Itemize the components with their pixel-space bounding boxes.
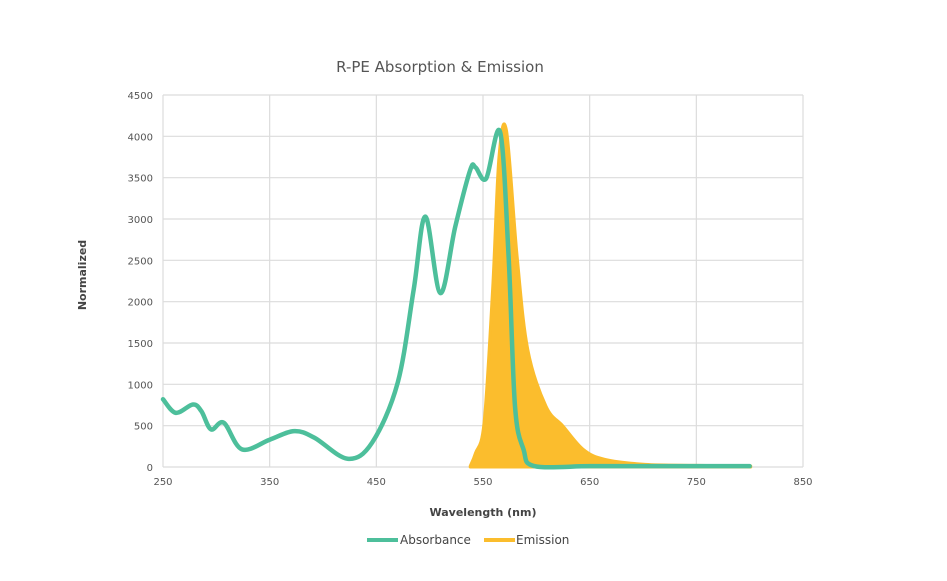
legend-label-absorbance: Absorbance [400, 533, 471, 547]
y-tick-label: 0 [147, 463, 153, 474]
y-axis-label: Normalized [76, 240, 89, 310]
x-tick-label: 350 [260, 477, 279, 488]
y-tick-label: 4000 [128, 132, 153, 143]
series-absorbance-line [160, 127, 752, 470]
x-tick-label: 850 [793, 477, 812, 488]
grid [162, 94, 804, 468]
y-tick-label: 3000 [128, 215, 153, 226]
y-tick-label: 1000 [128, 380, 153, 391]
x-tick-label: 650 [580, 477, 599, 488]
legend-label-emission: Emission [516, 533, 569, 547]
x-axis-ticks: 250 350 450 550 650 750 850 [153, 477, 812, 488]
x-axis-label: Wavelength (nm) [430, 506, 537, 519]
y-tick-label: 4500 [128, 91, 153, 102]
x-tick-label: 750 [687, 477, 706, 488]
y-tick-label: 500 [134, 422, 153, 433]
x-tick-label: 550 [473, 477, 492, 488]
legend: Absorbance Emission [367, 533, 569, 547]
y-tick-label: 3500 [128, 174, 153, 185]
y-axis-ticks: 0 500 1000 1500 2000 2500 3000 3500 4000 4500 [128, 91, 153, 474]
x-tick-label: 450 [367, 477, 386, 488]
y-tick-label: 1500 [128, 339, 153, 350]
x-tick-label: 250 [153, 477, 172, 488]
y-tick-label: 2500 [128, 256, 153, 267]
y-tick-label: 2000 [128, 298, 153, 309]
chart-title: R-PE Absorption & Emission [336, 58, 544, 76]
series-group [160, 122, 753, 470]
series-emission-area [468, 122, 753, 469]
